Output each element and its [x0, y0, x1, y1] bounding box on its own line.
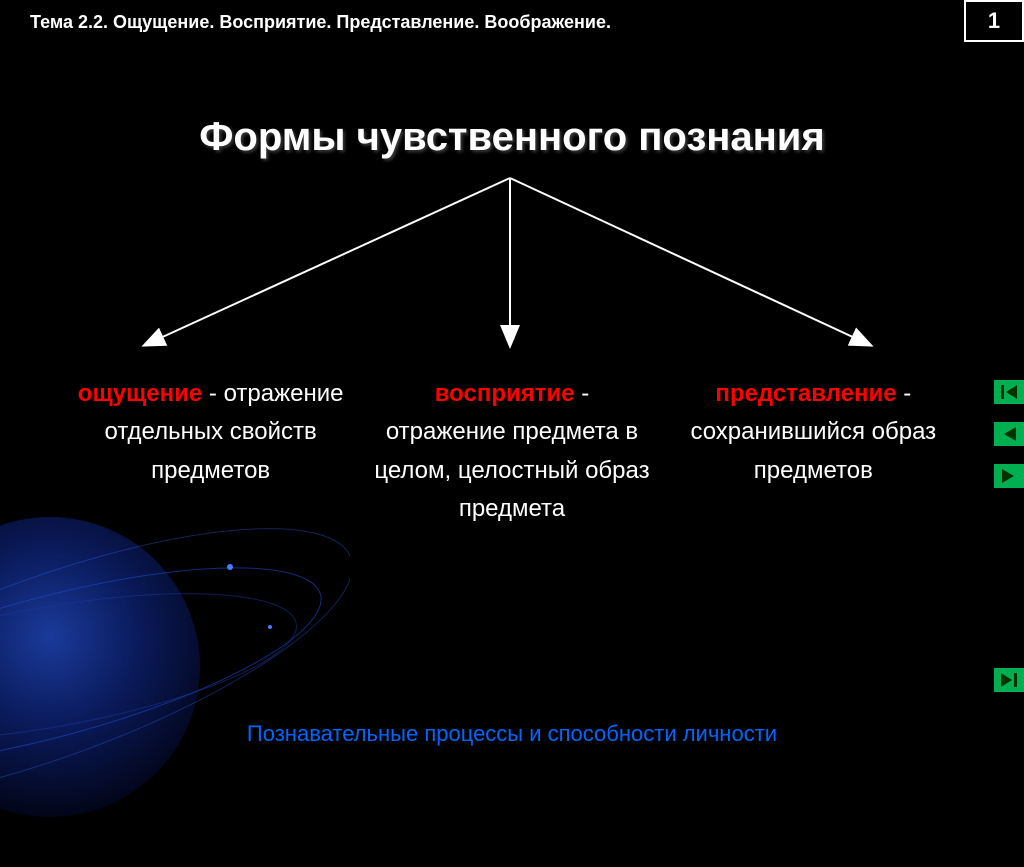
next-icon	[1002, 469, 1016, 483]
branch-2-term: восприятие	[435, 380, 575, 407]
tree-diagram: ощущение - отражение отдельных свойств п…	[0, 170, 1024, 570]
prev-end-icon	[1001, 385, 1017, 399]
footer-caption: Познавательные процессы и способности ли…	[0, 721, 1024, 747]
branch-1-term: ощущение	[78, 380, 202, 407]
next-end-icon	[1001, 673, 1017, 687]
branch-3-sep: -	[897, 380, 912, 407]
diagram-arrows	[0, 170, 1024, 370]
nav-next-end-button[interactable]	[994, 668, 1024, 692]
branch-3-term: представление	[715, 380, 896, 407]
branch-2-sep: -	[575, 380, 590, 407]
nav-button-group	[994, 380, 1024, 488]
branch-2: восприятие - отражение предмета в целом,…	[372, 375, 652, 529]
nav-next-button[interactable]	[994, 464, 1024, 488]
page-number: 1	[964, 0, 1024, 42]
branches-row: ощущение - отражение отдельных свойств п…	[0, 375, 1024, 529]
topic-header: Тема 2.2. Ощущение. Восприятие. Представ…	[30, 12, 611, 33]
nav-prev-button[interactable]	[994, 422, 1024, 446]
branch-3-desc: сохранившийся образ предметов	[690, 418, 936, 483]
branch-1-sep: -	[202, 380, 223, 407]
branch-2-desc: отражение предмета в целом, целостный об…	[374, 418, 649, 522]
prev-icon	[1002, 427, 1016, 441]
nav-prev-end-button[interactable]	[994, 380, 1024, 404]
branch-1: ощущение - отражение отдельных свойств п…	[71, 375, 351, 529]
main-title: Формы чувственного познания	[0, 115, 1024, 160]
branch-3: представление - сохранившийся образ пред…	[673, 375, 953, 529]
